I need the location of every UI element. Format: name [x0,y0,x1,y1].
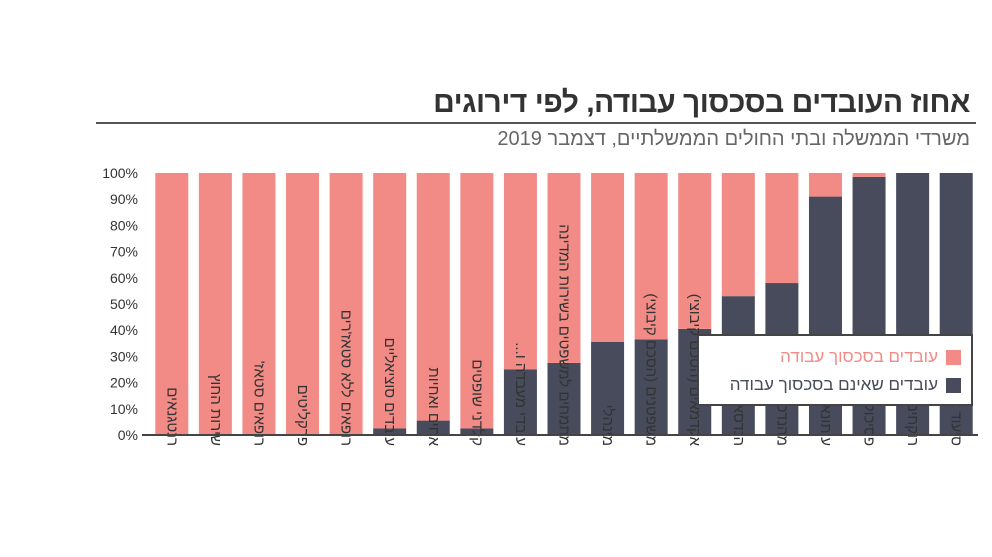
y-tick-label: 100% [102,165,138,181]
bar-in-dispute [460,173,494,429]
bar-in-dispute [765,173,799,284]
y-tick-label: 0% [118,427,138,443]
x-tick-label: משפטנים (הסכם קיבוצי) [643,293,660,446]
bar-in-dispute [242,173,276,435]
x-tick-label: עובדים סוציאליים [381,338,398,446]
y-tick-label: 30% [110,348,138,364]
bar-not-in-dispute [547,362,581,435]
legend-swatch-not-in-dispute [946,377,961,393]
y-tick-label: 70% [110,244,138,260]
bar-in-dispute [678,173,712,329]
bar-in-dispute [329,173,363,435]
legend-item-in-dispute: עובדים בסכסוך עבודה [780,346,961,368]
bar-in-dispute [286,173,320,435]
x-tick-label: קלדני שופטים [468,359,485,446]
title-divider [96,122,976,124]
bar-not-in-dispute [373,428,407,435]
y-tick-label: 40% [110,322,138,338]
x-tick-label: רוקחים [904,402,921,446]
y-tick-label: 90% [110,191,138,207]
y-tick-label: 20% [110,375,138,391]
bar-in-dispute [155,173,189,435]
chart-legend: עובדים בסכסוך עבודה עובדים שאינם בסכסוך … [697,334,973,406]
y-tick-label: 80% [110,217,138,233]
x-tick-label: עובדי מעבדה ו... [512,342,529,446]
x-tick-label: רופאים ללא סטאז'רים [338,310,355,446]
x-tick-label: רופאים סטאז' [250,361,267,446]
x-tick-label: אקדמאים (הסכם קיבוצי) [686,294,703,447]
chart-subtitle: משרדי הממשלה ובתי החולים הממשלתיים, דצמב… [497,128,970,150]
x-tick-label: מתמחים למשפטים בשירות המדינה [556,224,573,446]
legend-label-not-in-dispute: עובדים שאינם בסכסוך עבודה [729,375,938,394]
x-tick-label: רנטגנאים [163,387,180,446]
bar-not-in-dispute [416,420,450,435]
x-tick-label: פרקליטים [294,385,311,446]
bar-not-in-dispute [634,339,668,435]
bar-in-dispute [808,173,842,197]
bar-in-dispute [373,173,407,429]
bar-in-dispute [721,173,755,297]
bar-not-in-dispute [503,369,537,435]
x-tick-label: שירות החוץ [207,374,224,446]
y-tick-label: 60% [110,270,138,286]
legend-item-not-in-dispute: עובדים שאינם בסכסוך עבודה [730,374,961,396]
bar-in-dispute [198,173,232,435]
y-tick-label: 10% [110,401,138,417]
bar-in-dispute [591,173,625,342]
bar-not-in-dispute [591,341,625,435]
legend-swatch-in-dispute [946,349,961,365]
bar-in-dispute [547,173,581,363]
legend-label-in-dispute: עובדים בסכסוך עבודה [780,347,938,366]
bar-in-dispute [852,173,886,177]
bar-in-dispute [634,173,668,340]
x-tick-label: מינהלי [599,405,616,446]
chart-title: אחוז העובדים בסכסוך עבודה, לפי דירוגים [433,86,970,119]
bar-in-dispute [416,173,450,421]
x-tick-label: אחים ואחיות [425,367,442,446]
y-tick-label: 50% [110,296,138,312]
bar-not-in-dispute [460,428,494,435]
bar-in-dispute [503,173,537,370]
